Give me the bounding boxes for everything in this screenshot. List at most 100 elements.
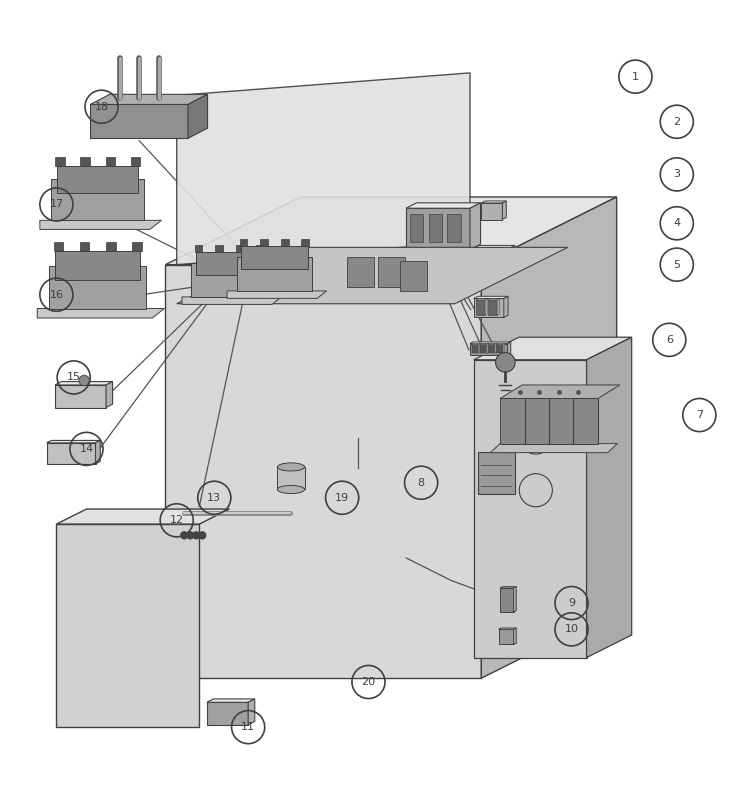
Polygon shape: [474, 246, 515, 248]
Polygon shape: [500, 398, 598, 444]
Text: 18: 18: [95, 102, 108, 112]
Polygon shape: [474, 248, 510, 272]
Text: 17: 17: [50, 199, 63, 210]
Polygon shape: [514, 586, 516, 612]
Polygon shape: [106, 382, 113, 407]
Circle shape: [180, 532, 188, 539]
Polygon shape: [488, 344, 495, 354]
Polygon shape: [504, 296, 508, 318]
Polygon shape: [165, 197, 617, 265]
Polygon shape: [587, 338, 632, 658]
Polygon shape: [480, 344, 487, 354]
Polygon shape: [496, 343, 505, 344]
Polygon shape: [495, 248, 505, 249]
Text: 3: 3: [673, 170, 681, 179]
Polygon shape: [241, 246, 308, 269]
Polygon shape: [496, 344, 503, 354]
Polygon shape: [406, 208, 470, 250]
Polygon shape: [207, 699, 255, 702]
Polygon shape: [106, 157, 115, 166]
Text: 9: 9: [568, 598, 575, 608]
Text: 12: 12: [170, 515, 183, 526]
Polygon shape: [474, 360, 587, 658]
Polygon shape: [182, 297, 281, 304]
Polygon shape: [474, 296, 508, 298]
Text: 15: 15: [67, 373, 80, 382]
Polygon shape: [483, 248, 485, 270]
Polygon shape: [227, 291, 326, 298]
Polygon shape: [497, 299, 499, 315]
Polygon shape: [195, 245, 202, 252]
Polygon shape: [495, 249, 502, 270]
Polygon shape: [480, 343, 488, 344]
Polygon shape: [47, 443, 96, 464]
Polygon shape: [474, 298, 504, 318]
Polygon shape: [503, 343, 505, 354]
Polygon shape: [80, 242, 89, 251]
Polygon shape: [57, 166, 138, 193]
Ellipse shape: [277, 486, 305, 494]
Text: 14: 14: [80, 444, 93, 454]
Text: 7: 7: [696, 410, 703, 420]
Polygon shape: [50, 266, 146, 309]
Text: 8: 8: [417, 478, 425, 488]
Polygon shape: [132, 242, 142, 251]
Polygon shape: [499, 630, 514, 645]
Polygon shape: [481, 197, 617, 678]
Polygon shape: [488, 343, 496, 344]
Polygon shape: [400, 261, 427, 291]
Polygon shape: [472, 344, 478, 354]
Polygon shape: [240, 239, 247, 246]
Text: 4: 4: [673, 218, 681, 228]
Polygon shape: [470, 203, 481, 250]
Circle shape: [186, 532, 194, 539]
Text: 1: 1: [632, 72, 639, 82]
Polygon shape: [215, 245, 223, 252]
Polygon shape: [490, 444, 617, 453]
Polygon shape: [106, 242, 116, 251]
Polygon shape: [196, 252, 262, 274]
Polygon shape: [475, 249, 483, 270]
Polygon shape: [429, 214, 442, 242]
Polygon shape: [40, 220, 162, 230]
Polygon shape: [406, 203, 481, 208]
Polygon shape: [493, 248, 495, 270]
Text: 19: 19: [335, 493, 349, 502]
Polygon shape: [236, 245, 244, 252]
Polygon shape: [56, 157, 65, 166]
Polygon shape: [256, 245, 264, 252]
Polygon shape: [131, 157, 140, 166]
Text: 10: 10: [565, 624, 578, 634]
Polygon shape: [485, 299, 487, 315]
Polygon shape: [248, 699, 255, 725]
Polygon shape: [56, 509, 229, 524]
Polygon shape: [177, 247, 568, 304]
Polygon shape: [207, 702, 248, 725]
Polygon shape: [474, 338, 632, 360]
Polygon shape: [378, 257, 405, 287]
Polygon shape: [188, 94, 208, 138]
Polygon shape: [56, 524, 199, 727]
Polygon shape: [476, 300, 485, 315]
Polygon shape: [495, 343, 496, 354]
Polygon shape: [488, 299, 499, 300]
Polygon shape: [488, 300, 497, 315]
Text: 6: 6: [666, 335, 673, 345]
Text: 20: 20: [362, 677, 375, 687]
Circle shape: [193, 532, 200, 539]
Circle shape: [496, 353, 515, 372]
Polygon shape: [165, 265, 481, 678]
Polygon shape: [260, 239, 268, 246]
Polygon shape: [90, 94, 208, 105]
Ellipse shape: [277, 463, 305, 471]
Polygon shape: [38, 309, 165, 318]
Polygon shape: [481, 203, 502, 219]
Polygon shape: [470, 344, 508, 355]
Polygon shape: [487, 343, 488, 354]
Text: 5: 5: [673, 260, 681, 270]
Polygon shape: [177, 73, 470, 265]
Polygon shape: [80, 157, 89, 166]
Polygon shape: [485, 248, 495, 249]
Text: 11: 11: [241, 722, 255, 732]
Polygon shape: [277, 467, 305, 490]
